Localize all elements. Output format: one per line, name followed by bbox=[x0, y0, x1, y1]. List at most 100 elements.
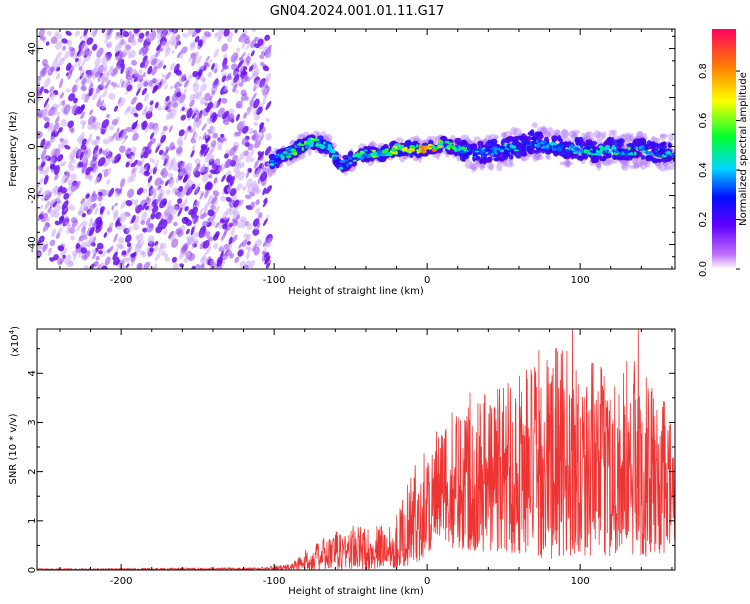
noise-blob bbox=[106, 68, 114, 77]
noise-blob bbox=[234, 131, 241, 137]
noise-blob bbox=[58, 126, 63, 133]
ridge-halo bbox=[501, 132, 507, 137]
noise-blob bbox=[59, 161, 65, 167]
noise-blob bbox=[232, 83, 238, 93]
noise-blob bbox=[43, 174, 49, 185]
noise-blob bbox=[166, 29, 173, 37]
noise-blob bbox=[137, 239, 141, 244]
noise-blob bbox=[169, 62, 176, 71]
noise-blob bbox=[163, 228, 168, 236]
noise-blob bbox=[150, 82, 155, 90]
noise-blob bbox=[57, 154, 64, 162]
ridge-core bbox=[330, 149, 336, 154]
noise-blob bbox=[106, 209, 111, 216]
noise-blob bbox=[92, 43, 98, 51]
noise-blob bbox=[49, 66, 56, 72]
noise-blob bbox=[206, 245, 212, 255]
ridge-halo bbox=[545, 155, 552, 160]
ridge-halo bbox=[583, 135, 589, 140]
noise-blob bbox=[114, 202, 118, 207]
noise-blob bbox=[252, 243, 257, 252]
noise-blob bbox=[159, 198, 168, 209]
ridge-body bbox=[564, 155, 570, 160]
noise-blob bbox=[125, 69, 130, 79]
noise-blob bbox=[104, 79, 111, 89]
noise-blob bbox=[49, 85, 54, 91]
noise-blob bbox=[257, 38, 264, 46]
noise-blob bbox=[133, 73, 140, 79]
noise-blob bbox=[94, 206, 99, 215]
noise-blob bbox=[47, 122, 54, 132]
ridge-core bbox=[508, 148, 512, 152]
noise-blob bbox=[250, 50, 255, 57]
noise-blob bbox=[143, 261, 151, 269]
noise-blob bbox=[133, 112, 139, 118]
noise-blob bbox=[74, 61, 78, 68]
noise-blob bbox=[235, 113, 240, 122]
noise-blob bbox=[265, 118, 270, 123]
ridge-core bbox=[269, 162, 275, 167]
noise-blob bbox=[141, 211, 148, 222]
noise-blob bbox=[80, 104, 86, 111]
noise-blob bbox=[257, 212, 263, 219]
noise-blob bbox=[173, 63, 180, 74]
ridge-core bbox=[332, 156, 338, 161]
noise-blob bbox=[189, 99, 195, 108]
noise-blob bbox=[94, 57, 101, 67]
noise-blob bbox=[195, 90, 203, 100]
noise-blob bbox=[76, 49, 81, 57]
noise-blob bbox=[75, 243, 81, 249]
noise-blob bbox=[107, 245, 114, 254]
ridge-halo bbox=[545, 131, 551, 137]
ridge-halo bbox=[656, 164, 662, 170]
ridge-core bbox=[483, 149, 489, 152]
noise-blob bbox=[93, 150, 101, 158]
noise-blob bbox=[130, 106, 135, 115]
ridge-core bbox=[596, 152, 602, 156]
noise-blob bbox=[50, 148, 56, 156]
noise-blob bbox=[93, 64, 99, 72]
snr-multiplier: (x104) bbox=[8, 326, 21, 357]
noise-blob bbox=[142, 72, 146, 78]
noise-blob bbox=[73, 97, 78, 104]
noise-blob bbox=[195, 200, 199, 207]
x-tick-label: 0 bbox=[424, 275, 430, 286]
noise-blob bbox=[57, 245, 65, 252]
ridge-halo bbox=[542, 127, 548, 133]
spectrogram-xlabel: Height of straight line (km) bbox=[288, 286, 424, 297]
noise-blob bbox=[218, 29, 226, 35]
noise-blob bbox=[87, 122, 95, 131]
noise-blob bbox=[192, 167, 198, 175]
ridge-halo bbox=[585, 131, 591, 140]
noise-blob bbox=[119, 212, 127, 223]
noise-blob bbox=[119, 178, 126, 188]
noise-blob bbox=[64, 144, 71, 150]
noise-blob bbox=[120, 199, 128, 209]
noise-blob bbox=[205, 163, 210, 173]
noise-blob bbox=[85, 137, 91, 147]
noise-blob bbox=[204, 189, 209, 199]
colorbar-tick-label: 0.4 bbox=[698, 162, 709, 178]
ridge-core bbox=[545, 144, 550, 148]
noise-blob bbox=[180, 114, 187, 121]
noise-blob bbox=[78, 66, 83, 71]
noise-blob bbox=[114, 132, 120, 141]
noise-blob bbox=[112, 251, 118, 261]
ridge-core bbox=[338, 166, 343, 170]
ridge-halo bbox=[559, 161, 567, 166]
noise-blob bbox=[203, 201, 211, 211]
noise-blob bbox=[65, 221, 72, 227]
x-tick-label: -200 bbox=[110, 576, 133, 587]
ridge-core bbox=[640, 150, 647, 153]
ridge-body bbox=[518, 135, 522, 140]
noise-blob bbox=[154, 159, 159, 170]
noise-blob bbox=[230, 226, 235, 237]
noise-blob bbox=[88, 82, 94, 92]
ridge-body bbox=[502, 154, 509, 160]
ridge-core bbox=[474, 150, 480, 153]
noise-blob bbox=[149, 100, 154, 106]
noise-blob bbox=[101, 249, 108, 258]
noise-blob bbox=[266, 237, 272, 246]
ridge-body bbox=[504, 152, 511, 156]
noise-blob bbox=[183, 216, 190, 222]
